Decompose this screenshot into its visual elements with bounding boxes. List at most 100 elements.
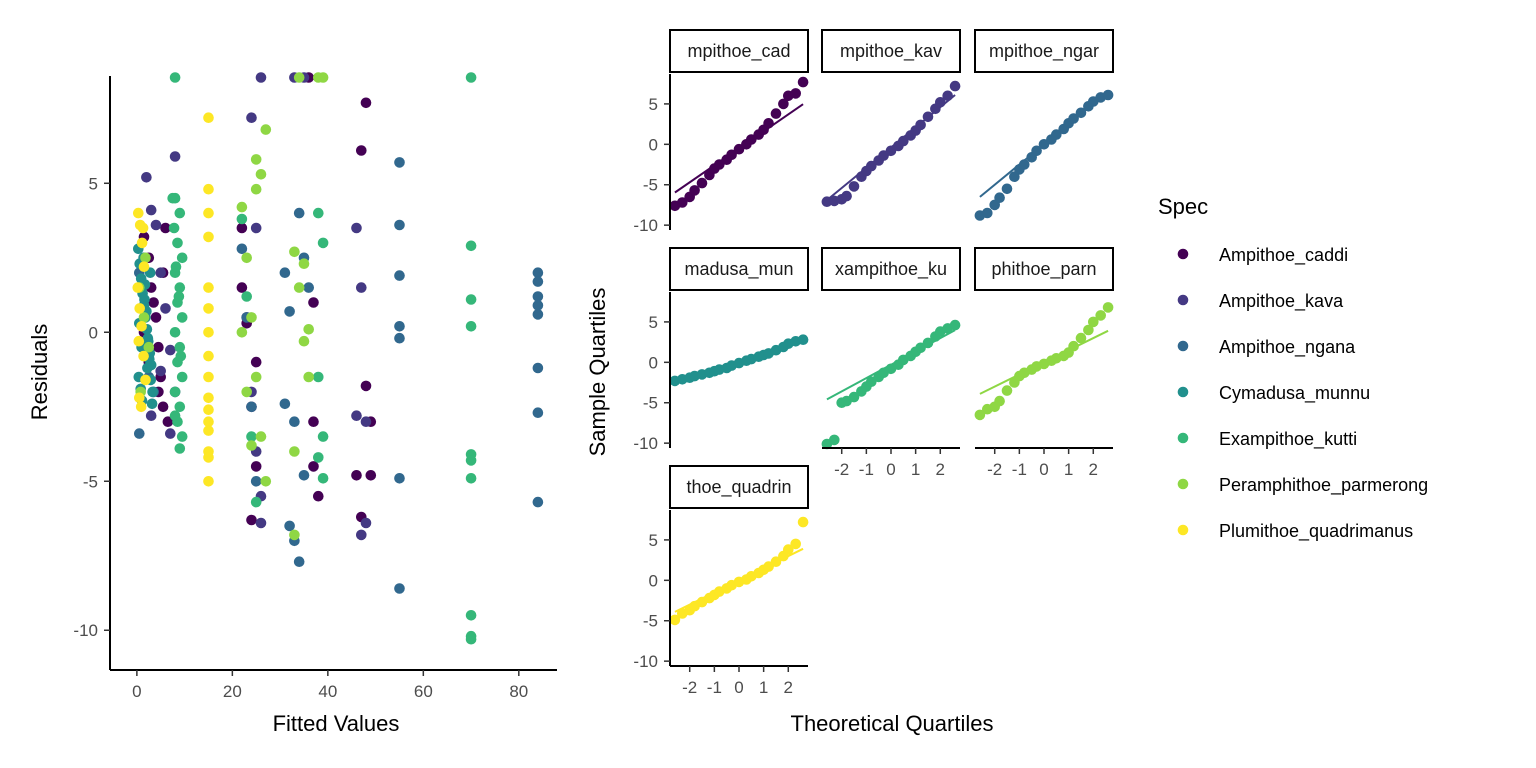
y-tick-label: 5 <box>649 531 658 550</box>
x-tick-label: 2 <box>936 460 945 479</box>
qq-point <box>994 192 1005 203</box>
series-plumithoe-quadrimanus <box>132 112 214 487</box>
qq-point <box>1051 129 1062 140</box>
residual-point <box>241 252 252 264</box>
residual-point <box>176 431 188 442</box>
residual-point <box>317 431 329 442</box>
facet-strip <box>821 247 961 291</box>
qq-facet-panel: mpithoe_cad 5 0 -5 -1 0 mpithoe_kav mpithoe_nga… <box>585 29 1114 736</box>
legend-key <box>1177 478 1189 490</box>
legend-label: Ampithoe_kava <box>1219 291 1344 312</box>
residual-point <box>142 362 153 374</box>
facet-cymadusa-munnu: madusa_mun 5 0 -5 -10 <box>633 247 809 453</box>
residual-point <box>203 404 214 416</box>
legend-item-ampithoe-caddi: Ampithoe_caddi <box>1177 245 1348 266</box>
facet-strip-label: mpithoe_cad <box>687 41 790 62</box>
residual-point <box>170 261 182 273</box>
residual-point <box>246 401 257 413</box>
residual-point <box>250 154 262 165</box>
qq-point <box>763 118 774 129</box>
qq-point <box>1001 183 1013 195</box>
qq-point <box>848 391 860 403</box>
facet-strip <box>669 465 809 509</box>
qq-point <box>790 538 801 550</box>
residual-point <box>289 416 300 428</box>
residual-point <box>175 350 187 362</box>
residual-point <box>203 231 214 243</box>
residual-point <box>394 473 405 484</box>
x-tick-label: -1 <box>859 460 874 479</box>
y-tick-label: -10 <box>73 621 98 640</box>
residual-point <box>356 529 367 541</box>
residual-point <box>176 252 188 264</box>
legend-item-ampithoe-kava: Ampithoe_kava <box>1177 291 1344 312</box>
qq-point <box>1083 324 1094 336</box>
residual-point <box>203 452 214 463</box>
facet-strip <box>974 247 1114 291</box>
qq-point <box>1095 310 1106 321</box>
facet-strip-label: mpithoe_kav <box>840 41 942 62</box>
residual-point <box>250 183 262 195</box>
qq-point <box>866 160 877 172</box>
x-tick-label: 2 <box>1089 460 1098 479</box>
residual-point <box>293 207 305 219</box>
residual-point <box>162 416 174 428</box>
x-tick-label: 0 <box>1039 460 1048 479</box>
facet-strip-label: thoe_quadrin <box>686 477 791 498</box>
qq-point <box>848 181 860 192</box>
residual-point <box>165 344 176 356</box>
x-tick-label: -2 <box>987 460 1002 479</box>
y-tick-label: 0 <box>649 571 658 590</box>
legend-label: Plumithoe_quadrimanus <box>1219 521 1413 542</box>
residual-point <box>176 371 188 383</box>
x-tick-label: 0 <box>132 682 141 701</box>
facet-exampithoe-kutti: xampithoe_ku -2 -1 0 1 2 <box>821 247 961 479</box>
residual-point <box>134 428 145 439</box>
qq-x-axis-title: Theoretical Quartiles <box>791 711 994 736</box>
residual-point <box>317 473 329 484</box>
residual-point <box>394 270 405 281</box>
y-tick-label: 5 <box>649 313 658 332</box>
x-tick-label: 40 <box>318 682 337 701</box>
residual-point <box>203 207 214 219</box>
residual-point <box>255 431 267 442</box>
residual-point <box>241 291 252 302</box>
residual-point <box>360 380 372 392</box>
residual-point <box>142 332 154 344</box>
residual-point <box>532 300 544 311</box>
residuals-y-axis-title: Residuals <box>27 324 52 421</box>
residual-point <box>134 303 145 314</box>
legend-title: Spec <box>1158 194 1208 219</box>
qq-point <box>797 516 809 528</box>
facet-ampithoe-kava: mpithoe_kav <box>821 29 961 207</box>
residual-point <box>246 514 257 526</box>
residual-point <box>532 276 544 287</box>
x-tick-label: -2 <box>682 678 697 697</box>
residual-point <box>250 476 262 487</box>
residual-point <box>308 297 319 308</box>
residual-point <box>289 446 300 457</box>
y-tick-label: -5 <box>643 612 658 631</box>
legend-item-ampithoe-ngana: Ampithoe_ngana <box>1177 337 1356 358</box>
residual-point <box>143 341 155 353</box>
qq-point <box>1068 340 1079 352</box>
x-tick-label: 80 <box>509 682 528 701</box>
qq-point <box>915 119 926 131</box>
residual-point <box>303 371 315 383</box>
residual-point <box>532 267 544 279</box>
residual-point <box>150 219 162 231</box>
qq-point <box>898 135 909 147</box>
facet-strip <box>669 247 809 291</box>
residual-point <box>308 416 319 428</box>
residual-point <box>298 258 310 270</box>
legend-label: Ampithoe_ngana <box>1219 337 1356 358</box>
x-tick-label: 0 <box>886 460 895 479</box>
residual-point <box>236 327 248 338</box>
facet-strip-label: mpithoe_ngar <box>989 41 1099 62</box>
facet-peramphithoe-parmerong: phithoe_parn -2 -1 0 1 2 <box>974 247 1114 479</box>
residual-point <box>317 237 329 249</box>
residual-point <box>148 297 159 308</box>
facet-strip <box>669 29 809 73</box>
